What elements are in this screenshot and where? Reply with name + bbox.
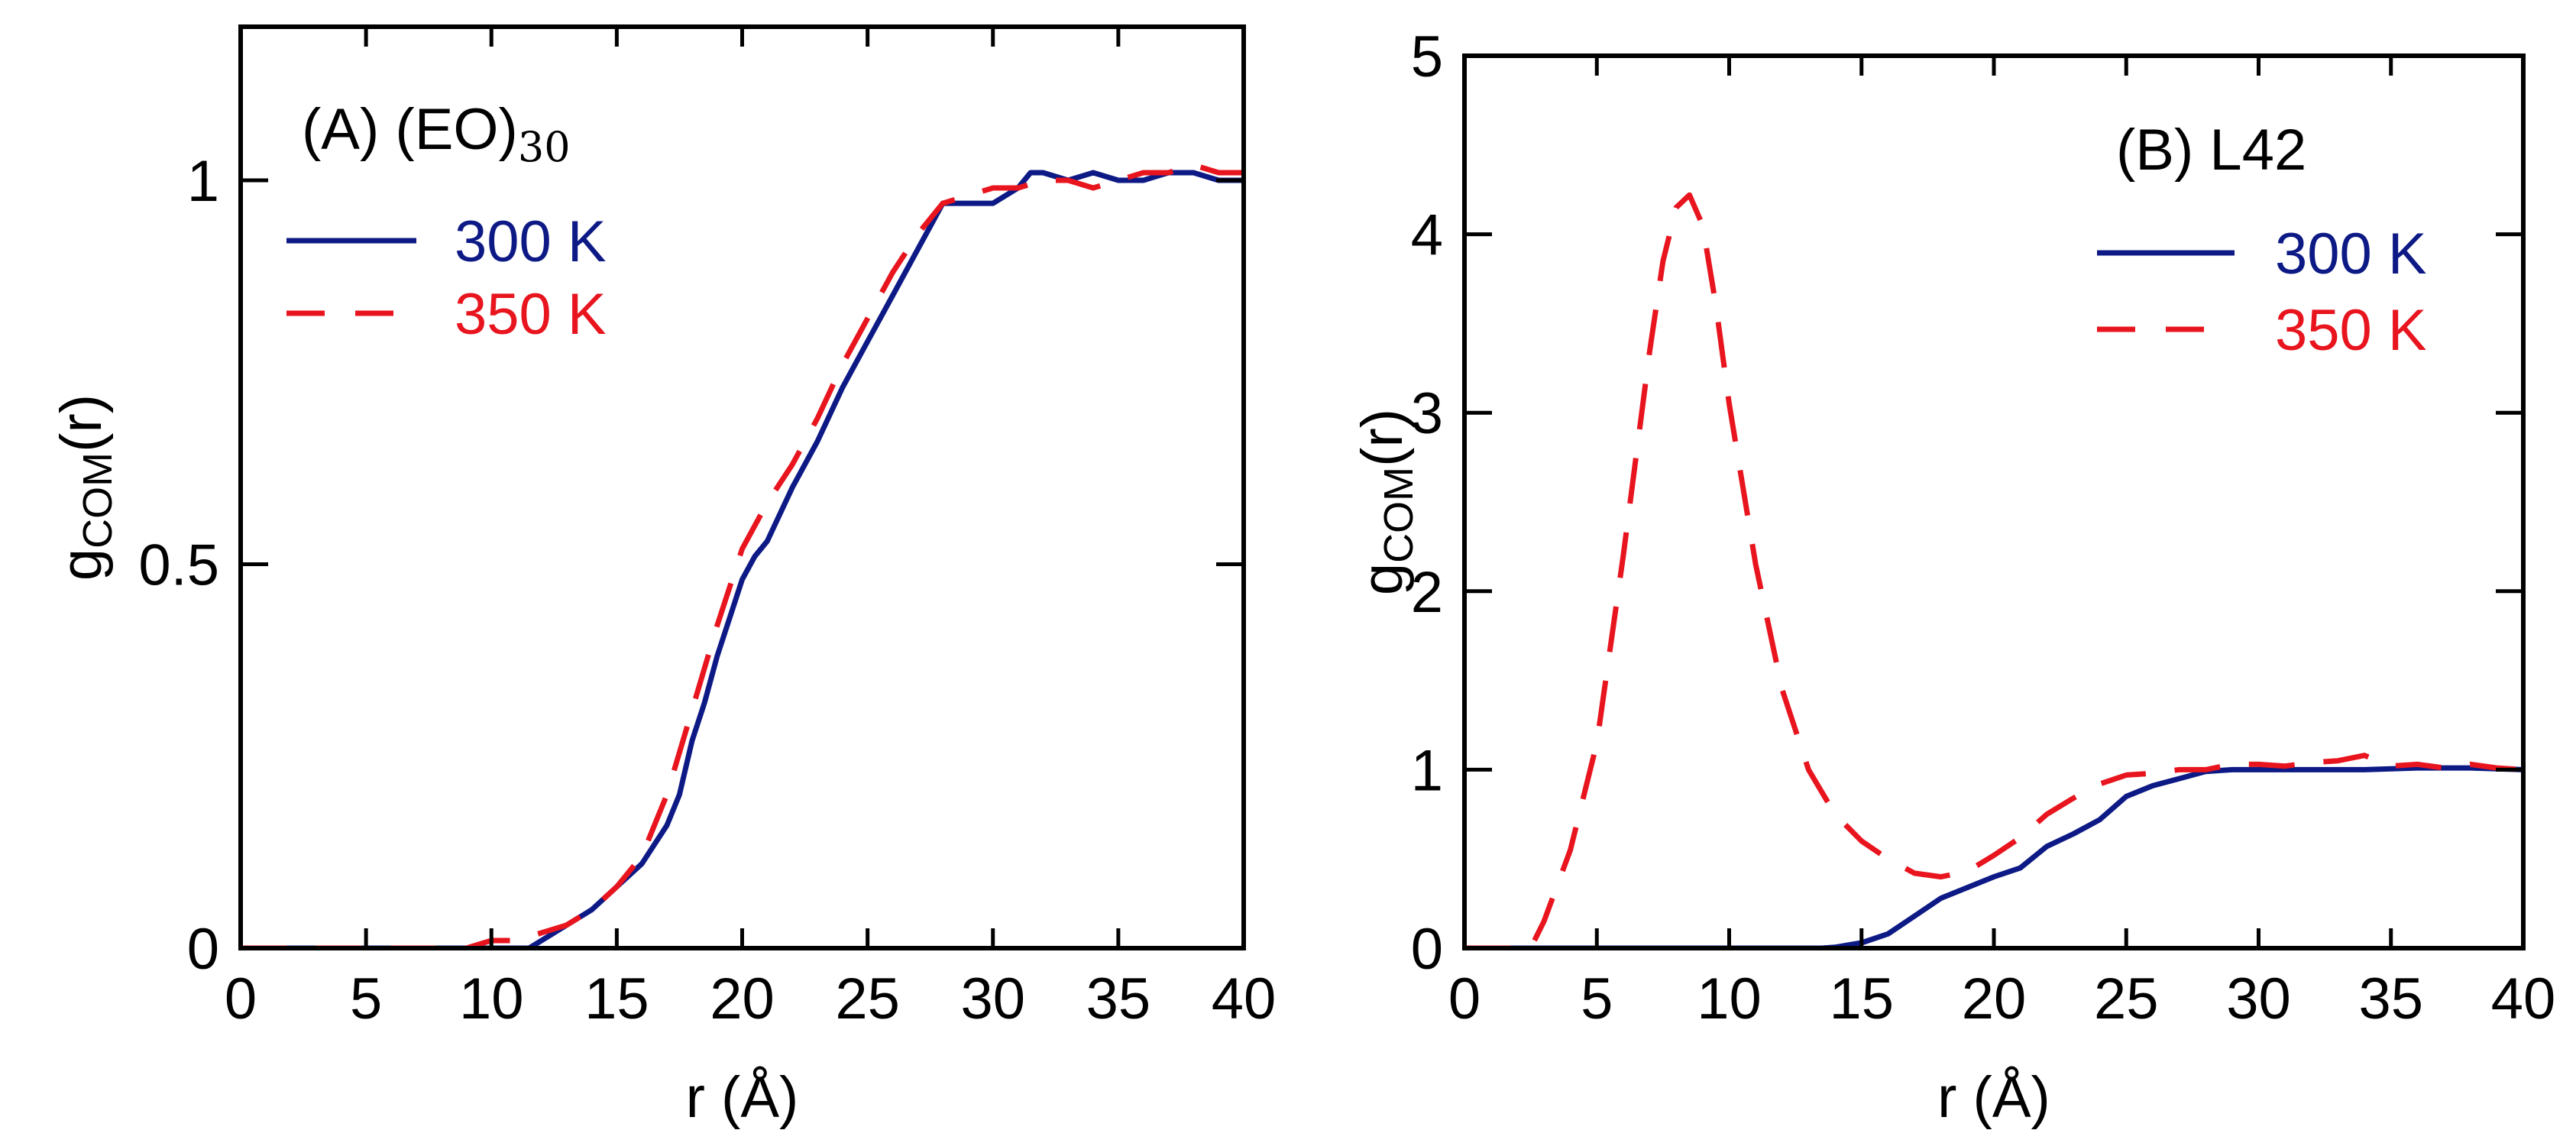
plot-frame <box>238 24 1246 950</box>
y-tick-label: 5 <box>1411 24 1443 89</box>
panel-label: (B) L42 <box>2116 118 2306 183</box>
y-tick-label: 1 <box>187 149 219 214</box>
x-tick-label: 35 <box>2358 967 2423 1031</box>
panel-label: (A) (EO)30 <box>302 97 571 171</box>
x-tick-label: 5 <box>350 967 382 1031</box>
y-tick-label: 0 <box>1411 917 1443 982</box>
legend-label: 350 K <box>2275 298 2427 363</box>
x-tick-label: 25 <box>2094 967 2159 1031</box>
x-tick-label: 10 <box>1697 967 1762 1031</box>
x-tick-label: 5 <box>1581 967 1613 1031</box>
y-tick-label: 0.5 <box>138 533 219 598</box>
x-tick-label: 15 <box>584 967 649 1031</box>
x-tick-label: 40 <box>1212 967 1277 1031</box>
series-line-350-k <box>1464 192 2523 948</box>
x-tick-label: 15 <box>1829 967 1894 1031</box>
x-tick-label: 20 <box>710 967 775 1031</box>
x-tick-label: 20 <box>1962 967 2027 1031</box>
x-tick-label: 35 <box>1086 967 1151 1031</box>
legend-label: 300 K <box>455 209 607 274</box>
x-axis-label: r (Å) <box>1937 1065 2050 1130</box>
y-tick-label: 1 <box>1411 738 1443 803</box>
legend-label: 300 K <box>2275 222 2427 287</box>
panel-b: 0 5 10 15 20 25 30 35 40 0 1 2 3 4 5 r (Å) gCOM(r) (B) L4… <box>1350 24 2555 1130</box>
series-line-350-k <box>241 162 1244 948</box>
y-tick-label: 2 <box>1411 560 1443 625</box>
panel-a: 0 5 10 15 20 25 30 35 40 0 0.5 1 r (Å) gCOM(r) (A) (EO… <box>49 24 1277 1130</box>
series-line-300-k <box>241 170 1244 948</box>
x-tick-label: 30 <box>2226 967 2291 1031</box>
series-line-300-k <box>1464 765 2523 948</box>
x-tick-label: 0 <box>1448 967 1481 1031</box>
x-tick-label: 25 <box>835 967 900 1031</box>
y-axis-label: gCOM(r) <box>49 394 121 581</box>
y-tick-label: 4 <box>1411 203 1443 268</box>
plot-frame <box>1462 53 2526 950</box>
x-axis-label: r (Å) <box>686 1065 799 1130</box>
x-tick-label: 40 <box>2491 967 2556 1031</box>
x-tick-label: 10 <box>459 967 524 1031</box>
y-tick-label: 3 <box>1411 381 1443 446</box>
y-axis-label: gCOM(r) <box>1350 409 1422 595</box>
x-tick-label: 30 <box>960 967 1025 1031</box>
x-tick-label: 0 <box>225 967 257 1031</box>
legend-label: 350 K <box>455 282 607 347</box>
y-tick-label: 0 <box>187 917 219 982</box>
